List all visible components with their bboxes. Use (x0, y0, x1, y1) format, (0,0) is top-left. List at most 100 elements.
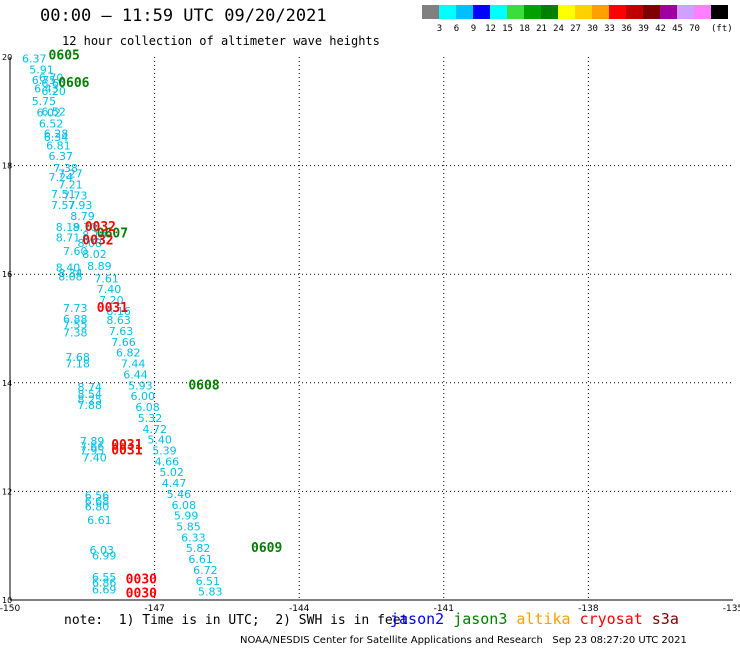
wave-height-value: 5.85 (176, 520, 201, 533)
pass-time-label: 0031 (97, 301, 128, 316)
wave-height-value: 6.44 (123, 368, 147, 381)
color-scale-label: 39 (638, 24, 649, 34)
color-scale-swatch (575, 5, 592, 19)
color-scale-swatch (507, 5, 524, 19)
footer-credit: NOAA/NESDIS Center for Satellite Applica… (240, 635, 687, 646)
wave-height-value: 6.52 (41, 106, 66, 119)
x-tick-label: -138 (578, 604, 599, 614)
wave-height-value: 7.18 (65, 358, 90, 371)
wave-height-value: 5.91 (29, 63, 53, 76)
pass-time-label: 0605 (49, 49, 80, 64)
wave-height-value: 6.68 (85, 495, 110, 508)
pass-time-label: 0030 (126, 573, 157, 588)
wave-height-value: 6.99 (92, 549, 117, 562)
wave-height-value: 7.57 (51, 199, 76, 212)
wave-height-value: 8.02 (82, 248, 107, 261)
pass-time-label: 0608 (188, 378, 219, 393)
wave-height-value: 7.60 (63, 245, 88, 258)
pass-time-label: 0607 (97, 226, 128, 241)
pass-time-label: 0609 (251, 541, 282, 556)
wave-height-value: 7.24 (49, 171, 73, 184)
y-tick-label: 12 (2, 487, 12, 496)
color-scale-label: 3 (436, 24, 443, 34)
wave-height-value: 6.28 (44, 127, 69, 140)
wave-height-value: 6.43 (34, 82, 59, 95)
wave-height-value: 5.32 (138, 412, 163, 425)
wave-height-value: 7.61 (94, 272, 119, 285)
color-scale-swatch (609, 5, 626, 19)
wave-height-value: 6.20 (41, 85, 66, 98)
wave-height-value: 7.20 (99, 294, 124, 307)
pass-time-label: 0030 (126, 586, 157, 601)
color-scale-label: 6 (453, 24, 460, 34)
color-scale-swatch (643, 5, 660, 19)
wave-height-value: 5.83 (198, 586, 223, 599)
wave-height-value: 7.40 (82, 452, 107, 465)
pass-time-label: 0032 (85, 220, 116, 235)
color-scale-swatch (422, 5, 439, 19)
color-scale-label: 24 (553, 24, 564, 34)
wave-height-value: 7.88 (77, 399, 102, 412)
wave-height-value: 5.99 (174, 510, 199, 523)
wave-height-value: 5.02 (159, 466, 184, 479)
color-scale-swatch (524, 5, 541, 19)
wave-height-value: 6.08 (171, 499, 196, 512)
wave-height-value: 7.73 (63, 189, 88, 202)
color-scale-label: 9 (470, 24, 477, 34)
wave-height-value: 6.70 (39, 71, 64, 84)
wave-height-value: 6.56 (85, 490, 110, 503)
wave-height-value: 7.63 (109, 325, 134, 338)
mission-legend-item: s3a (651, 610, 679, 628)
color-scale-label: 33 (604, 24, 615, 34)
mission-legend-item: jason3 (453, 610, 508, 628)
mission-legend-item: jason2 (390, 610, 445, 628)
color-scale-swatch (541, 5, 558, 19)
wave-height-value: 5.39 (152, 444, 177, 457)
wave-height-value: 5.46 (167, 488, 192, 501)
color-scale-swatch (660, 5, 677, 19)
wave-height-value: 5.93 (128, 379, 153, 392)
color-scale-swatch (473, 5, 490, 19)
y-tick-label: 18 (2, 162, 12, 171)
mission-legend-item: altika (516, 610, 571, 628)
color-scale-label: 45 (672, 24, 683, 34)
y-tick-label: 10 (2, 596, 12, 605)
wave-height-value: 7.89 (80, 435, 105, 448)
wave-height-value: 4.47 (162, 477, 187, 490)
wave-height-value: 7.27 (58, 168, 82, 181)
wave-height-value: 6.33 (181, 531, 206, 544)
wave-height-value: 8.63 (106, 314, 130, 327)
wave-height-value: 6.55 (92, 571, 117, 584)
color-scale-label: 27 (570, 24, 581, 34)
wave-height-value: 6.75 (32, 74, 57, 87)
wave-height-value: 6.60 (41, 77, 66, 90)
wave-height-value: 8.89 (87, 260, 112, 273)
wave-height-value: 5.40 (147, 434, 172, 447)
wave-height-value: 7.44 (121, 358, 146, 371)
wave-height-value: 6.61 (87, 514, 112, 527)
pass-time-label: 0606 (58, 76, 89, 91)
x-tick-label: -141 (434, 604, 454, 614)
color-scale-swatch (711, 5, 728, 19)
wave-height-value: 6.51 (196, 575, 221, 588)
color-scale-swatch (558, 5, 575, 19)
color-scale-swatch (694, 5, 711, 19)
color-scale-label: 18 (519, 24, 530, 34)
wave-height-value: 7.66 (111, 336, 136, 349)
chart-title: 00:00 – 11:59 UTC 09/20/2021 (40, 6, 327, 26)
color-scale-swatch (439, 5, 456, 19)
wave-height-value: 8.19 (56, 221, 81, 234)
wave-height-value: 6.86 (92, 576, 117, 589)
wave-height-value: 7.55 (63, 319, 88, 332)
wave-height-value: 8.79 (70, 210, 95, 223)
color-scale-label: 30 (587, 24, 598, 34)
wave-height-value: 7.93 (68, 199, 93, 212)
pass-time-label: 0032 (82, 233, 113, 248)
wave-height-value: 6.34 (44, 131, 69, 144)
wave-height-value: 8.08 (77, 237, 102, 250)
wave-height-value: 7.38 (53, 162, 78, 175)
wave-height-value: 4.66 (155, 455, 180, 468)
wave-height-value: 6.82 (116, 347, 141, 360)
wave-height-value: 7.40 (97, 283, 122, 296)
